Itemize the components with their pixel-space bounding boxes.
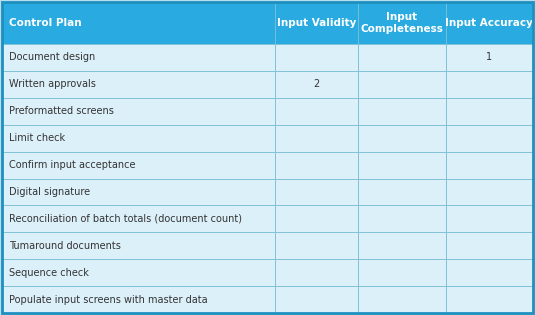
Bar (358, 152, 446, 179)
Bar (276, 259, 358, 286)
Bar (358, 98, 446, 125)
Bar (358, 71, 446, 98)
Bar (2, 205, 276, 232)
Text: Populate input screens with master data: Populate input screens with master data (9, 295, 208, 305)
Text: Document design: Document design (9, 52, 95, 62)
Bar (358, 125, 446, 152)
Text: Limit check: Limit check (9, 133, 65, 143)
Text: Input Accuracy: Input Accuracy (446, 18, 533, 28)
Bar (2, 98, 276, 125)
Bar (446, 71, 533, 98)
Bar (446, 125, 533, 152)
Bar (446, 2, 533, 44)
Bar (276, 98, 358, 125)
Bar (276, 125, 358, 152)
Bar (446, 179, 533, 205)
Text: Preformatted screens: Preformatted screens (9, 106, 113, 116)
Bar (2, 125, 276, 152)
Text: 1: 1 (486, 52, 492, 62)
Bar (358, 179, 446, 205)
Bar (276, 71, 358, 98)
Bar (276, 205, 358, 232)
Bar (2, 286, 276, 313)
Bar (2, 232, 276, 259)
Bar (358, 286, 446, 313)
Bar (358, 232, 446, 259)
Text: Confirm input acceptance: Confirm input acceptance (9, 160, 135, 170)
Bar (446, 205, 533, 232)
Bar (276, 152, 358, 179)
Bar (276, 286, 358, 313)
Bar (446, 232, 533, 259)
Bar (2, 259, 276, 286)
Bar (276, 179, 358, 205)
Bar (358, 44, 446, 71)
Bar (446, 44, 533, 71)
Bar (446, 259, 533, 286)
Bar (446, 152, 533, 179)
Bar (2, 179, 276, 205)
Text: Written approvals: Written approvals (9, 79, 96, 89)
Text: Control Plan: Control Plan (9, 18, 81, 28)
Bar (276, 2, 358, 44)
Bar (2, 152, 276, 179)
Bar (2, 44, 276, 71)
Bar (276, 44, 358, 71)
Bar (446, 98, 533, 125)
Text: Tumaround documents: Tumaround documents (9, 241, 121, 251)
Text: Input
Completeness: Input Completeness (360, 12, 443, 34)
Bar (446, 286, 533, 313)
Bar (2, 2, 276, 44)
Bar (358, 259, 446, 286)
Bar (276, 232, 358, 259)
Text: Input Validity: Input Validity (277, 18, 356, 28)
Bar (358, 2, 446, 44)
Text: Reconciliation of batch totals (document count): Reconciliation of batch totals (document… (9, 214, 242, 224)
Bar (358, 205, 446, 232)
Text: Digital signature: Digital signature (9, 187, 90, 197)
Text: 2: 2 (314, 79, 320, 89)
Bar (2, 71, 276, 98)
Text: Sequence check: Sequence check (9, 268, 89, 278)
